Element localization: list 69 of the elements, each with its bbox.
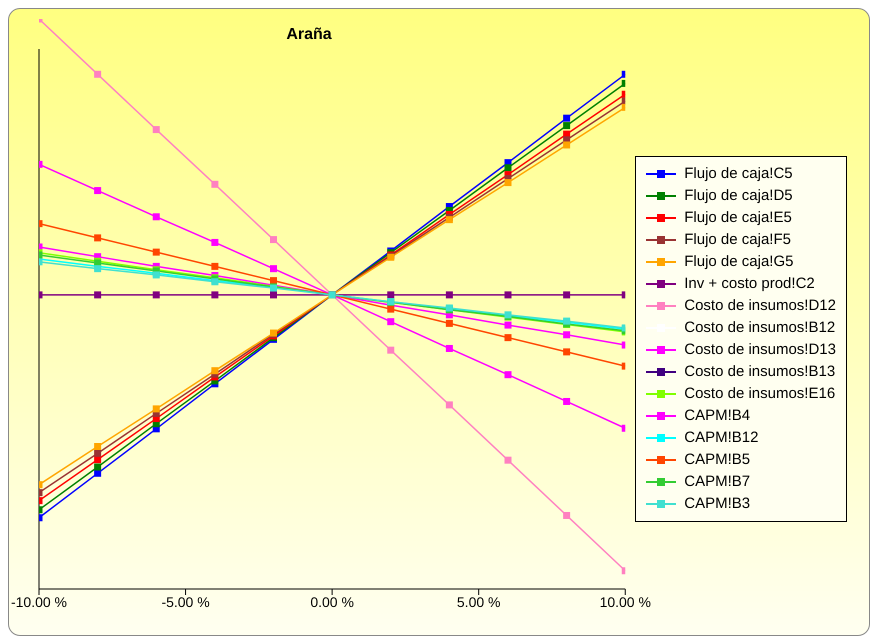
point xyxy=(563,114,570,122)
chart-title: Araña xyxy=(286,26,332,43)
point xyxy=(563,122,570,130)
legend-label: Flujo de caja!C5 xyxy=(684,164,793,184)
point xyxy=(270,277,277,284)
legend-label: Inv + costo prod!C2 xyxy=(684,274,815,294)
point xyxy=(152,213,160,220)
point xyxy=(211,238,218,246)
point xyxy=(94,443,102,450)
point xyxy=(446,401,453,408)
legend-label: Costo de insumos!E16 xyxy=(684,384,836,404)
legend-label: Costo de insumos!D12 xyxy=(684,296,836,316)
point xyxy=(504,371,512,378)
x-tick-label: 5.00 % xyxy=(456,594,500,610)
x-tick-label: -5.00 % xyxy=(161,594,210,610)
point xyxy=(152,126,160,134)
point xyxy=(446,291,453,298)
point xyxy=(563,141,570,148)
x-tick-label: 0.00 % xyxy=(310,594,354,610)
point xyxy=(504,164,512,172)
point xyxy=(270,236,277,244)
point xyxy=(94,187,102,194)
point xyxy=(94,234,102,242)
point xyxy=(504,291,512,298)
point xyxy=(387,306,394,313)
x-tick-label: 10.00 % xyxy=(600,594,651,610)
legend-label: Flujo de caja!E5 xyxy=(684,208,792,228)
point xyxy=(446,320,453,327)
point xyxy=(563,348,570,356)
legend-label: CAPM!B12 xyxy=(684,428,758,448)
point xyxy=(387,346,394,354)
point xyxy=(94,470,102,477)
point xyxy=(387,318,394,326)
legend-label: CAPM!B3 xyxy=(684,494,750,514)
point xyxy=(446,344,453,352)
legend-label: Flujo de caja!G5 xyxy=(684,252,794,272)
point xyxy=(387,291,394,298)
legend-label: CAPM!B7 xyxy=(684,472,750,492)
point xyxy=(504,322,512,329)
x-tick-label: -10.00 % xyxy=(10,594,68,610)
legend-label: CAPM!B5 xyxy=(684,450,750,470)
point xyxy=(152,291,160,298)
point xyxy=(504,334,512,342)
point xyxy=(270,291,277,298)
point xyxy=(152,248,160,256)
legend-label: Flujo de caja!F5 xyxy=(684,230,791,250)
point xyxy=(504,456,512,464)
point xyxy=(94,265,102,272)
legend-label: Flujo de caja!D5 xyxy=(684,186,793,206)
point xyxy=(94,450,102,457)
point xyxy=(446,216,453,224)
legend-label: Costo de insumos!B12 xyxy=(684,318,836,338)
point xyxy=(563,331,570,338)
point xyxy=(211,291,218,298)
legend-label: CAPM!B4 xyxy=(684,406,750,426)
point xyxy=(94,70,102,78)
point xyxy=(152,405,160,412)
point xyxy=(94,464,102,471)
legend-label: Costo de insumos!B13 xyxy=(684,362,836,382)
point xyxy=(211,180,218,188)
point xyxy=(563,512,570,519)
point xyxy=(211,262,218,270)
point xyxy=(563,291,570,298)
point xyxy=(94,291,102,298)
legend-label: Costo de insumos!D13 xyxy=(684,340,836,360)
point xyxy=(211,367,218,374)
point xyxy=(504,179,512,186)
point xyxy=(270,265,277,272)
point xyxy=(563,398,570,405)
